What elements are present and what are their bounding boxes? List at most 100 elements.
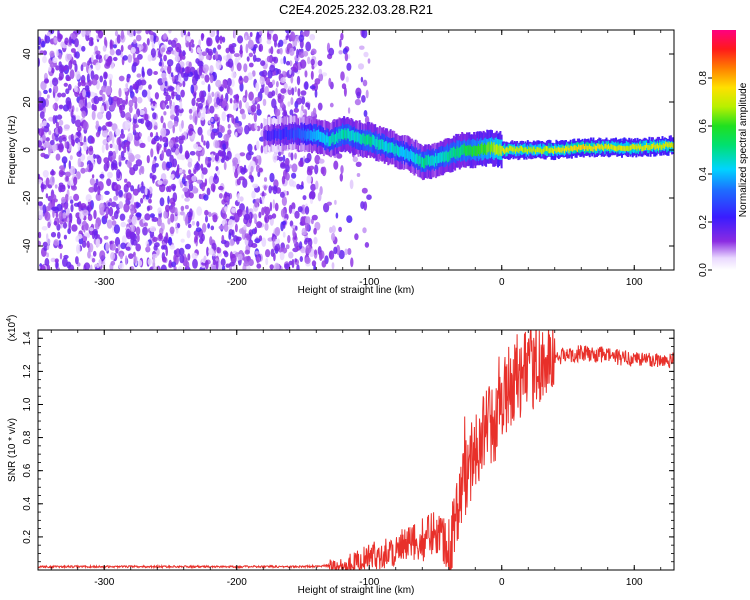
spectrogram-cell [169, 244, 175, 250]
spectrogram-cell [215, 79, 222, 88]
spectrogram-cell [58, 239, 62, 247]
x-tick-label: 0 [499, 577, 505, 588]
spectrogram-cell [215, 60, 222, 70]
spectrogram-track-cell [562, 145, 565, 151]
spectrogram-cell [65, 176, 69, 182]
spectrogram-track-cell [356, 132, 359, 143]
spectrogram-cell [233, 102, 239, 109]
spectrogram-cell [48, 116, 55, 122]
spectrogram-cell [252, 54, 257, 63]
snr-panel: -300 -200 -100 0 100 0.2 0.4 0.6 0.8 1.0 1.2 1.4 He… [6, 315, 675, 596]
spectrogram-cell [127, 54, 133, 63]
spectrogram-track-cell [371, 134, 374, 145]
spectrogram-cell [195, 227, 202, 233]
spectrogram-cell [101, 144, 105, 154]
spectrogram-cell [191, 106, 197, 112]
spectrogram-cell [228, 45, 235, 53]
spectrogram-cell [249, 32, 253, 37]
spectrogram-cell [142, 226, 148, 236]
spectrogram-cell [151, 118, 156, 125]
spectrogram-cell [49, 80, 53, 88]
spectrogram-track-cell [662, 142, 665, 148]
spectrogram-cell [51, 206, 58, 211]
spectrogram-cell [152, 257, 156, 263]
spectrogram-cell [128, 253, 134, 259]
spectrogram-cell [90, 264, 93, 270]
spectrogram-cell [58, 52, 62, 60]
spectrogram-cell [57, 92, 62, 98]
spectrogram-cell [80, 203, 87, 209]
spectrogram-cell [38, 210, 44, 220]
spectrogram-cell [125, 98, 128, 105]
spectrogram-track-cell [368, 134, 371, 145]
spectrogram-cell [345, 76, 349, 83]
spectrogram-cell [290, 31, 296, 42]
spectrogram-cell [149, 30, 154, 36]
spectrogram-cell [242, 178, 248, 189]
spectrogram-track-cell [332, 132, 335, 143]
spectrogram-cell [255, 250, 259, 255]
spectrogram-track-cell [440, 152, 443, 163]
spectrogram-cell [126, 181, 132, 188]
spectrogram-cell [288, 251, 294, 259]
spectrogram-cell [197, 126, 203, 136]
spectrogram-cell [116, 137, 121, 146]
spectrogram-cell [289, 47, 295, 56]
spectrogram-cell [367, 58, 371, 64]
spectrogram-cell [58, 119, 64, 126]
spectrogram-cell [271, 98, 277, 109]
spectrogram-cell [246, 56, 250, 62]
spectrogram-cell [304, 206, 310, 215]
spectrogram-track-cell [499, 144, 502, 155]
spectrogram-cell [57, 231, 61, 239]
spectrogram-cell [110, 156, 113, 163]
spectrogram-track-cell [544, 146, 547, 151]
spectrogram-cell [282, 70, 286, 75]
spectrogram-cell [134, 154, 141, 160]
spectrogram-cell [177, 222, 181, 229]
spectrogram-track-cell [477, 143, 480, 154]
spectrogram-cell [141, 66, 145, 77]
spectrogram-cell [91, 229, 95, 240]
spectrogram-cell [128, 99, 134, 108]
spectrogram-cell [280, 77, 286, 84]
spectrogram-track-cell [570, 145, 573, 151]
spectrogram-cell [171, 39, 177, 48]
spectrogram-cell [51, 199, 56, 208]
spectrogram-track-cell [510, 145, 513, 151]
spectrogram-cell [80, 79, 86, 87]
spectrogram-cell [175, 149, 179, 156]
spectrogram-cell [63, 124, 70, 130]
spectrogram-cell [88, 145, 94, 152]
spectrogram-track-cell [287, 129, 290, 140]
spectrogram-cell [96, 263, 100, 269]
spectrogram-cell [55, 135, 59, 142]
spectrogram-track-cell [417, 153, 420, 164]
spectrogram-cell [328, 250, 335, 260]
spectrogram-cell [125, 83, 129, 88]
spectrogram-cell [49, 175, 55, 186]
spectrogram-cell [95, 30, 101, 34]
spectrogram-cell [58, 104, 64, 110]
spectrogram-track-cell [492, 143, 495, 154]
spectrogram-track-cell [289, 129, 292, 140]
spectrogram-cell [111, 215, 115, 221]
spectrogram-cell [61, 92, 66, 98]
spectrogram-cell [56, 267, 60, 270]
spectrogram-cell [147, 135, 151, 142]
spectrogram-cell [239, 196, 244, 202]
spectrogram-cell [261, 237, 267, 247]
spectrogram-track-cell [590, 145, 592, 151]
spectrogram-cell [140, 79, 147, 86]
spectrogram-cell [231, 229, 235, 238]
spectrogram-cell [288, 85, 292, 90]
spectrogram-track-cell [414, 154, 417, 165]
spectrogram-cell [300, 248, 306, 254]
spectrogram-track-cell [320, 131, 323, 142]
x-tick-label: 0 [499, 277, 505, 288]
spectrogram-cell [105, 143, 109, 151]
spectrogram-cell [311, 260, 317, 267]
spectrogram-cell [350, 257, 354, 268]
spectrogram-cell [49, 50, 55, 58]
